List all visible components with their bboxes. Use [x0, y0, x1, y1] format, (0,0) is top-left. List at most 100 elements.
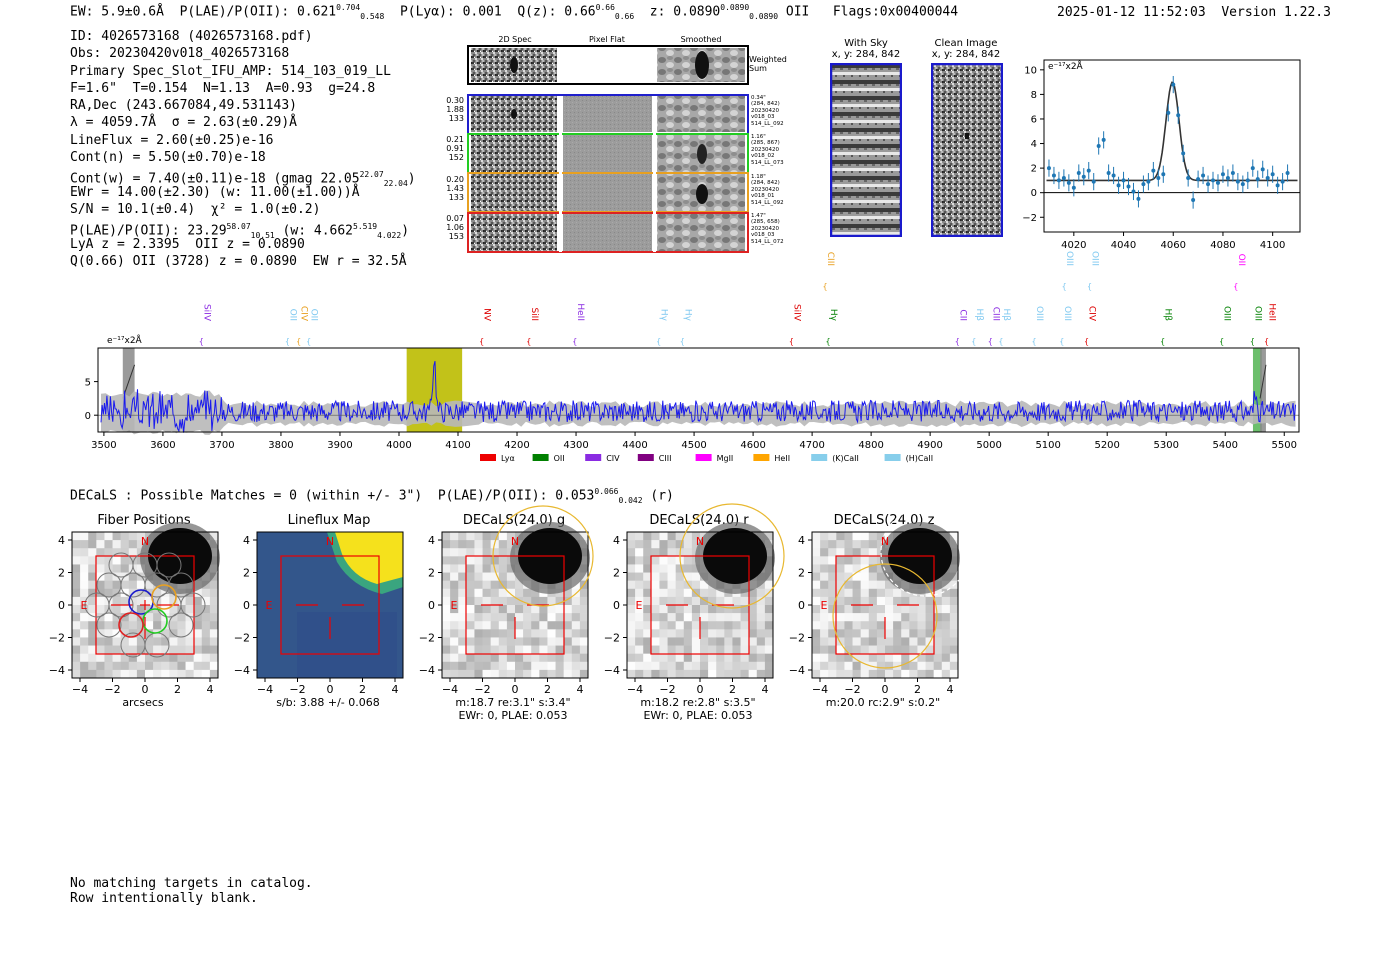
line-marker-label: HeII	[575, 303, 585, 321]
x-tick-label: −2	[474, 683, 490, 696]
ellipse-aperture	[492, 505, 594, 607]
fiber-orange	[151, 584, 177, 610]
pixel	[812, 596, 821, 606]
pixel	[531, 588, 540, 598]
pixel	[683, 580, 693, 590]
plae2-lower: 10.51	[250, 231, 275, 241]
pixel	[651, 556, 660, 565]
header-plya-qz: P(Lyα): 0.001 Q(z): 0.66	[384, 4, 596, 20]
pixel	[933, 596, 943, 606]
pixel	[844, 629, 853, 638]
pixel	[683, 572, 693, 581]
pixel	[482, 629, 491, 638]
row-stat: 153	[448, 232, 464, 242]
plae-lower: 0.548	[360, 11, 385, 21]
pixel	[128, 548, 138, 557]
data-point	[1260, 167, 1265, 172]
pixel	[732, 645, 741, 654]
pixel	[498, 572, 508, 581]
col-header-smoothed: Smoothed	[680, 35, 722, 44]
pixel	[474, 572, 483, 581]
pixel	[450, 532, 459, 541]
line-marker-label: CII	[957, 309, 967, 321]
pixel	[820, 548, 829, 557]
y-tick-label: 2	[428, 567, 435, 580]
pixel	[844, 580, 853, 590]
pixel	[490, 548, 500, 557]
pixel	[941, 661, 951, 671]
pixel	[901, 629, 910, 638]
x-tick-label: 4060	[1161, 240, 1186, 251]
pixel	[153, 645, 162, 654]
pixel	[523, 605, 532, 614]
pixel	[828, 540, 837, 549]
x-tick-label: 3600	[150, 440, 175, 451]
pixel	[893, 613, 902, 622]
data-point	[1151, 168, 1156, 173]
pixel	[941, 645, 951, 654]
data-point	[1285, 171, 1290, 176]
pixel	[72, 556, 81, 565]
pixel	[868, 548, 878, 557]
pixel	[667, 548, 676, 557]
line-marker-brace: {	[656, 337, 661, 346]
y-tick-label: −4	[234, 664, 250, 677]
x-tick-label: −2	[289, 683, 305, 696]
pixel	[128, 621, 138, 630]
pixel	[482, 605, 491, 614]
pixel	[812, 653, 821, 663]
pixel	[96, 596, 105, 606]
line-marker-label: CIV	[299, 306, 309, 322]
row-stat: 1.88	[446, 105, 464, 115]
pixel	[844, 661, 853, 671]
pixel	[442, 629, 451, 638]
pixel	[104, 653, 113, 663]
pixel	[868, 661, 878, 671]
pixel	[161, 653, 170, 663]
pixel	[563, 661, 573, 671]
pixel	[643, 613, 652, 622]
pixel	[136, 605, 146, 614]
pixel	[442, 556, 451, 565]
x-tick-label: 5400	[1213, 440, 1238, 451]
x-tick-label: 4	[947, 683, 954, 696]
pixel	[756, 621, 766, 630]
aperture-box	[95, 555, 195, 655]
row-stat: 0.91	[446, 144, 464, 154]
pixel	[860, 669, 870, 679]
pixel	[72, 564, 81, 573]
pixel	[949, 605, 959, 614]
pixel	[442, 572, 451, 581]
pixel	[145, 637, 154, 646]
pixel	[885, 605, 894, 614]
pixel	[917, 613, 926, 622]
pixel	[820, 653, 829, 663]
highlight-window	[1252, 348, 1262, 432]
cont-w-text: Cont(w) = 7.40(±0.11)e-18 (gmag 22.05	[70, 171, 360, 187]
data-point	[1061, 175, 1066, 180]
row-info-line: 20230420	[751, 225, 779, 232]
pixel	[876, 669, 886, 679]
data-point	[1141, 182, 1146, 187]
pixel	[515, 621, 524, 630]
pixel	[909, 621, 918, 630]
pixel	[876, 661, 886, 671]
pixel	[667, 637, 676, 646]
x-tick-label: 2	[914, 683, 921, 696]
pixel	[667, 572, 676, 581]
pixel	[136, 629, 146, 638]
pixel	[643, 621, 652, 630]
info-obs: Obs: 20230420v018_4026573168	[70, 46, 290, 62]
pixel	[136, 669, 146, 679]
pixel	[88, 564, 97, 573]
pixel	[506, 605, 516, 614]
north-label: N	[141, 535, 149, 548]
pixel	[691, 564, 701, 573]
pixel	[563, 613, 573, 622]
pixel	[691, 613, 701, 622]
pixel	[716, 645, 725, 654]
pixel	[627, 621, 636, 630]
pixel	[442, 621, 451, 630]
pixel	[716, 613, 725, 622]
pixel	[836, 613, 845, 622]
